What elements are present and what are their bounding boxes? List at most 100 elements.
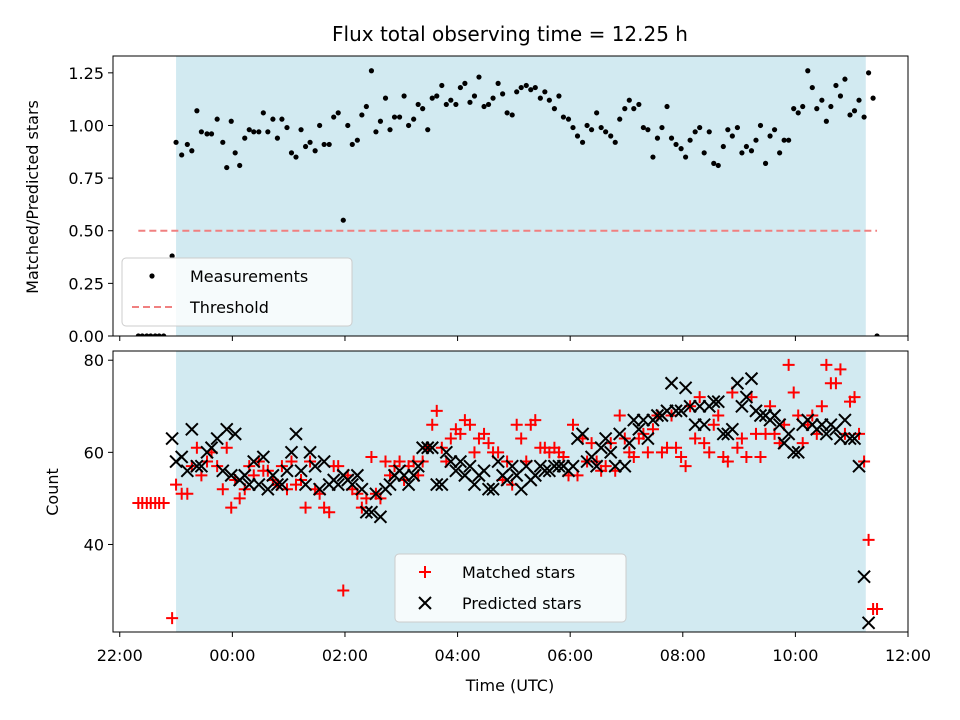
measurements-point (194, 108, 200, 114)
measurements-point (495, 80, 501, 86)
measurements-point (734, 124, 741, 131)
measurements-point (805, 68, 811, 74)
measurements-point (729, 133, 735, 139)
measurements-point (842, 76, 848, 82)
measurements-point (777, 150, 783, 156)
measurements-point (551, 106, 558, 112)
predicted-stars-point (439, 445, 454, 460)
measurements-point (791, 106, 797, 112)
measurements-point (349, 141, 355, 148)
measurements-point (312, 148, 318, 154)
measurements-point (706, 129, 712, 135)
predicted-stars-point (857, 570, 871, 584)
y-tick-label: 80 (84, 351, 104, 370)
measurements-point (148, 333, 154, 336)
measurements-point (650, 154, 656, 160)
predicted-stars-point (317, 454, 331, 469)
measurements-point (781, 137, 787, 143)
predicted-stars-point (711, 394, 725, 409)
measurements-point (260, 110, 266, 116)
measurements-point (396, 114, 403, 120)
measurements-point (490, 95, 496, 101)
measurements-point (856, 97, 862, 103)
measurements-point (405, 122, 412, 129)
measurements-point (302, 143, 309, 150)
predicted-stars-point (261, 482, 275, 496)
measurements-point (560, 114, 567, 120)
measurements-point (144, 333, 150, 336)
measurements-point (518, 84, 524, 91)
predicted-stars-point (552, 459, 566, 473)
measurements-point (411, 116, 417, 122)
matched-stars-point (157, 497, 170, 510)
predicted-stars-point (598, 431, 613, 446)
matched-stars-point (675, 450, 688, 463)
predicted-stars-point (421, 441, 435, 455)
measurements-point (242, 135, 248, 141)
matched-stars-point (566, 418, 579, 431)
predicted-stars-point (411, 459, 425, 473)
measurements-point (453, 101, 459, 108)
plot-frame (112, 55, 909, 337)
matched-stars-point (510, 418, 523, 431)
measurements-point (382, 95, 389, 101)
measurements-point (179, 152, 185, 158)
y-tick-label: 60 (84, 443, 104, 462)
matched-stars-point (815, 400, 828, 413)
matched-stars-point (379, 455, 392, 468)
predicted-stars-point (252, 477, 266, 492)
measurements-point (317, 122, 323, 129)
measurements-point (528, 87, 534, 93)
matched-stars-point (430, 404, 443, 417)
measurements-point (457, 84, 463, 91)
matched-stars-point (712, 409, 725, 422)
predicted-stars-point (435, 477, 449, 492)
measurements-point (368, 68, 375, 74)
predicted-stars-point (786, 445, 801, 460)
predicted-stars-point (284, 445, 299, 460)
predicted-stars-point (566, 459, 580, 473)
measurements-point (865, 70, 872, 76)
plot-area (135, 68, 880, 336)
matched-stars-point (782, 358, 795, 371)
predicted-stars-point (185, 422, 199, 437)
measurements-point (173, 139, 179, 145)
measurements-point (279, 116, 285, 122)
measurements-point (574, 133, 581, 139)
measurements-point (608, 133, 614, 139)
matched-stars-point (225, 501, 238, 514)
measurements-point (274, 135, 281, 141)
predicted-stars-point (369, 487, 383, 501)
matched-stars-point (862, 533, 875, 546)
matched-stars-point (190, 441, 203, 454)
measurements-point (439, 82, 445, 89)
measurements-point (425, 127, 431, 133)
predicted-stars-point (843, 431, 857, 446)
matched-stars-point (787, 386, 800, 399)
predicted-stars-point (425, 441, 439, 455)
measurements-point (298, 127, 304, 133)
predicted-stars-point (618, 459, 632, 473)
measurements-point (697, 124, 703, 131)
predicted-stars-point (791, 445, 805, 460)
measurements-point (743, 143, 750, 150)
measurements-point (354, 137, 360, 143)
predicted-stars-point (604, 445, 618, 460)
measurements-point (837, 93, 844, 99)
measurements-point (622, 106, 628, 112)
measurements-point (725, 127, 731, 133)
predicted-stars-point (364, 505, 379, 519)
predicted-stars-point (406, 468, 421, 483)
measurements-point (673, 141, 679, 148)
measurements-point (420, 106, 426, 112)
legend-predicted-stars-marker (418, 596, 432, 610)
predicted-stars-point (359, 505, 374, 519)
predicted-stars-point (753, 408, 768, 423)
measurements-point (678, 146, 684, 152)
predicted-stars-point (430, 477, 444, 492)
measurements-point (847, 112, 853, 118)
predicted-stars-point (833, 431, 848, 446)
measurements-point (415, 101, 421, 108)
predicted-stars-point (242, 477, 256, 492)
